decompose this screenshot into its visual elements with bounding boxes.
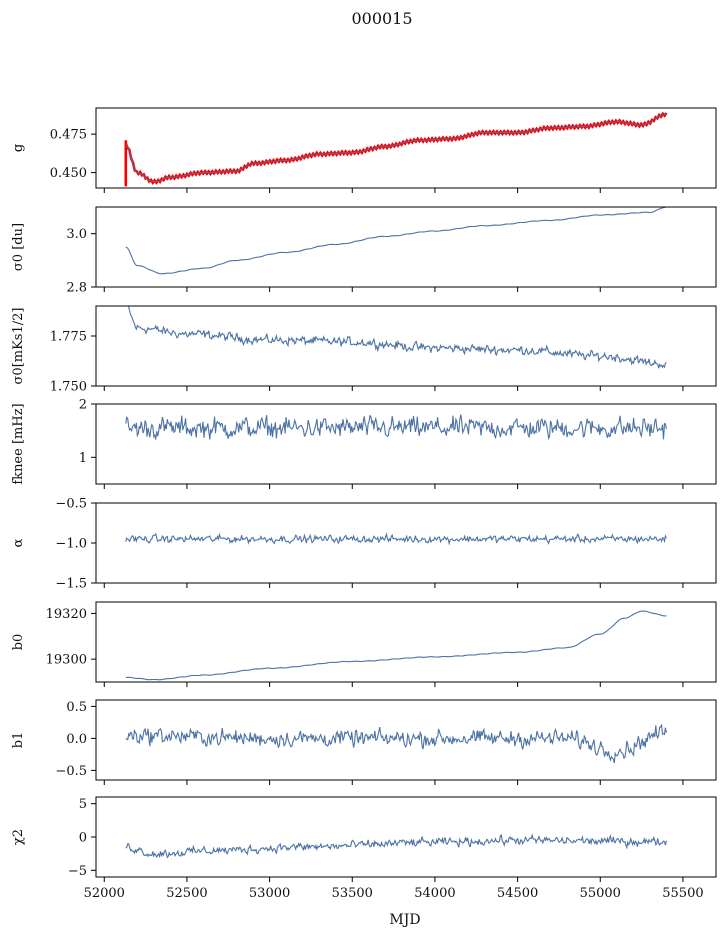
y-axis-label-sigma0: σ0 [du] [11,223,26,271]
series-line-sigma0 [125,207,667,275]
panel-frame [95,206,717,288]
panel-frame [95,502,717,584]
x-tick-label: 55000 [580,886,621,901]
x-tick-label: 53000 [249,886,290,901]
y-tick-label: 0.5 [66,700,87,715]
series-line-fknee [125,414,667,441]
panel-frame [95,107,717,189]
x-tick-label: 55500 [662,886,703,901]
x-axis-label: MJD [389,912,420,928]
y-tick-label: −0.5 [55,764,87,779]
y-axis-label-alpha: α [11,538,26,547]
panel-frame [95,601,717,683]
y-axis-label-fknee: fknee [mHz] [11,403,26,484]
panel-frame [95,796,717,878]
y-tick-label: 0.475 [50,128,87,143]
series-line-sigma_mk [127,306,667,369]
panels: 0.450 0.475 g 2.8 3.0 σ0 [du] 1.750 1.775 σ0[mKs… [11,107,717,901]
panel-b0: 19300 19320 b0 [11,601,717,687]
panel-b1: −0.5 0.0 0.5 b1 [11,699,717,785]
panel-sigma0: 2.8 3.0 σ0 [du] [11,206,717,296]
y-axis-label-chi2: χ2 [11,829,26,845]
panel-chi2: −5 0 5 52000 52500 53000 53500 54000 54500 55000 5… [11,796,717,901]
y-tick-label: −0.5 [55,497,87,512]
panel-sigma_mk: 1.750 1.775 σ0[mKs1/2] [11,305,717,395]
y-axis-label-sigma_mk: σ0[mKs1/2] [11,308,26,385]
y-tick-label: 0.450 [50,166,87,181]
y-axis-label-b1: b1 [11,732,26,749]
x-tick-label: 52000 [84,886,125,901]
y-tick-label: 0 [79,831,87,846]
y-axis-label-g: g [11,144,26,152]
x-tick-label: 54000 [414,886,455,901]
figure-title: 000015 [351,9,412,28]
y-tick-label: −5 [68,864,87,879]
y-tick-label: 2 [79,398,87,413]
x-tick-label: 53500 [332,886,373,901]
panel-g: 0.450 0.475 g [11,107,717,193]
y-tick-label: 1.775 [50,330,87,345]
panel-fknee: 1 2 fknee [mHz] [11,398,717,489]
y-tick-label: 3.0 [66,227,87,242]
series-line-b1 [125,723,667,764]
panel-frame [95,403,717,485]
series-overlay-g [124,111,668,187]
panel-frame [95,305,717,387]
series-line-chi2 [125,833,667,859]
x-tick-label: 52500 [166,886,207,901]
y-tick-label: 0.0 [66,732,87,747]
y-tick-label: 19320 [46,607,87,622]
y-tick-label: 1.750 [50,380,87,395]
y-tick-label: 5 [79,797,87,812]
series-line-g [125,113,667,183]
x-tick-label: 54500 [497,886,538,901]
series-line-alpha [125,532,667,546]
y-tick-label: −1.0 [55,537,87,552]
y-tick-label: 1 [79,451,87,466]
panel-alpha: −1.5 −1.0 −0.5 α [11,497,717,592]
y-tick-label: 2.8 [66,281,87,296]
series-line-b0 [125,610,667,681]
panel-frame [95,699,717,781]
y-tick-label: −1.5 [55,577,87,592]
y-axis-label-b0: b0 [11,634,26,651]
y-tick-label: 19300 [46,653,87,668]
